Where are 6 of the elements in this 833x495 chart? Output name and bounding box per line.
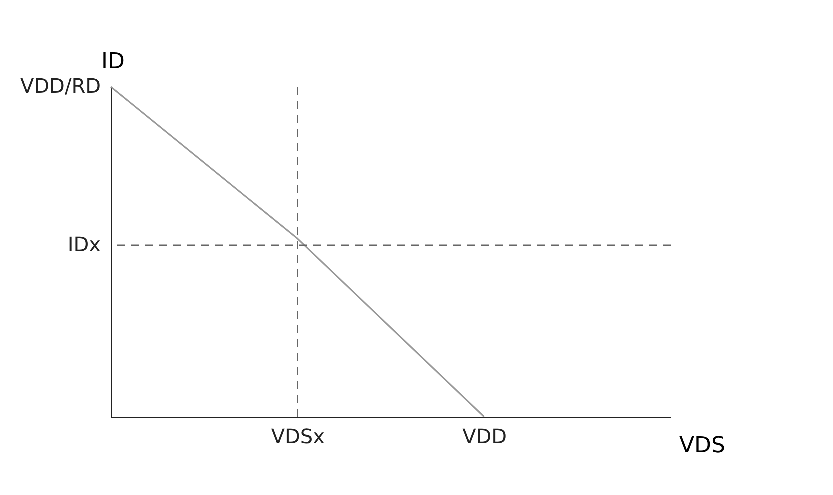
y-axis-title: ID [102, 50, 125, 74]
text: VDD/RD [20, 74, 101, 98]
x-tick-label: VDSx [271, 424, 326, 448]
x-tick-label: VDD [462, 424, 508, 448]
x-axis-title: VDS [680, 434, 726, 458]
ref-line-label: IDx [68, 232, 102, 256]
